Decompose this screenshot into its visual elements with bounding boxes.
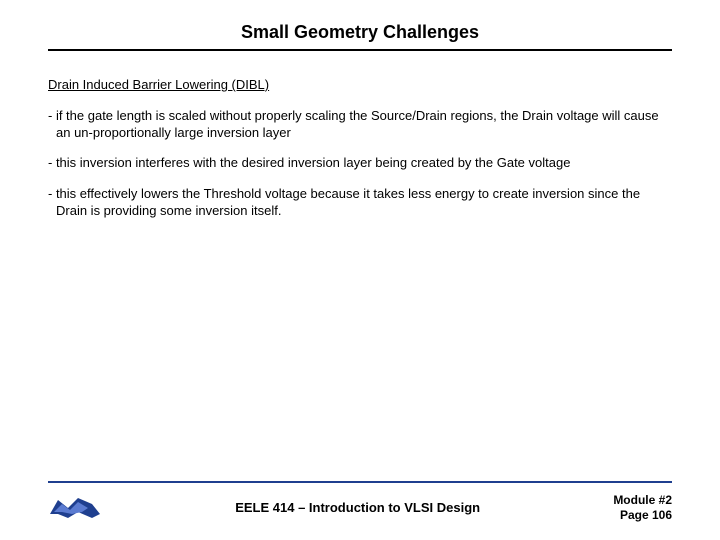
title-block: Small Geometry Challenges	[48, 22, 672, 43]
bullet-item: - this effectively lowers the Threshold …	[48, 186, 672, 219]
university-logo	[48, 494, 102, 522]
module-number: Module #2	[613, 493, 672, 507]
title-underline	[48, 49, 672, 51]
course-title: EELE 414 – Introduction to VLSI Design	[102, 500, 613, 515]
section-heading: Drain Induced Barrier Lowering (DIBL)	[48, 77, 672, 92]
footer-row: EELE 414 – Introduction to VLSI Design M…	[0, 493, 720, 540]
bullet-item: - if the gate length is scaled without p…	[48, 108, 672, 141]
bobcat-logo-icon	[48, 494, 102, 522]
footer-rule	[48, 481, 672, 483]
page-title: Small Geometry Challenges	[241, 22, 479, 43]
page-info: Module #2 Page 106	[613, 493, 672, 522]
page-number: Page 106	[613, 508, 672, 522]
bullet-item: - this inversion interferes with the des…	[48, 155, 672, 172]
slide: Small Geometry Challenges Drain Induced …	[0, 0, 720, 540]
footer: EELE 414 – Introduction to VLSI Design M…	[0, 481, 720, 540]
